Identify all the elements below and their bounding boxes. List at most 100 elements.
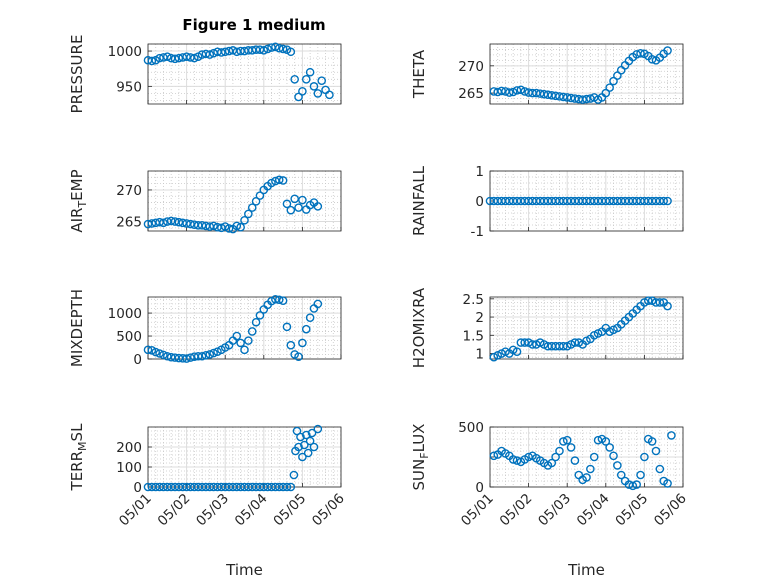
data-point [155,349,164,358]
y-axis-label: AIRTEMP [68,169,89,232]
data-point [632,480,641,489]
data-point [205,350,215,359]
subplot-air-temp: 265 270 AIRTEMP [68,169,342,234]
data-point [559,437,568,446]
data-point [647,54,657,64]
data-point [313,424,323,434]
data-point [547,458,557,468]
data-point [305,436,315,446]
data-point [298,195,307,205]
data-point [294,442,303,452]
data-point [651,446,661,456]
data-point [178,218,188,228]
y-tick-label: 2 [475,310,484,326]
data-point [286,47,296,57]
data-point [271,42,280,52]
data-point [309,442,319,452]
data-point [232,331,242,341]
data-point [667,431,676,440]
data-point [182,354,191,363]
data-point [570,456,580,465]
y-tick-label: 270 [458,59,484,75]
y-axis-label: PRESSURE [68,35,86,114]
data-point [605,83,614,92]
data-point [205,50,215,59]
data-point [508,87,518,97]
data-point [286,482,296,492]
data-point [240,215,249,225]
y-tick-label: 265 [458,86,484,102]
data-point [589,452,599,462]
data-point [298,338,307,348]
data-point [151,347,161,357]
data-point [520,338,530,347]
data-point [655,298,665,307]
data-point [170,54,180,64]
data-point [647,437,657,446]
data-point [504,88,514,97]
data-point [643,296,653,305]
y-tick-label: 0 [475,480,484,496]
data-point [570,338,580,347]
data-point [609,451,618,461]
y-tick-label: 0 [133,352,142,368]
data-point [251,197,261,206]
series-mixdepth [143,294,323,363]
subplot-pressure: 950 1000 PRESSURE [68,35,342,114]
data-point [271,294,280,304]
data-point [566,443,576,452]
data-point [166,216,176,226]
data-point [159,350,168,360]
data-point [143,219,153,229]
data-point [286,340,296,350]
data-point [247,203,257,212]
y-tick-label: 1000 [108,44,142,60]
data-point [528,340,537,349]
data-point [313,299,323,309]
data-point [508,455,518,464]
data-point [143,345,153,355]
data-point [186,219,195,229]
x-axis-label: Time [225,561,263,579]
axes-frame [147,43,342,105]
data-point [305,313,315,322]
data-point [605,443,614,452]
series-theta [489,46,672,104]
data-point [290,194,299,204]
data-point [317,76,327,86]
data-point [300,440,309,450]
data-point [162,351,172,361]
data-point [236,338,245,348]
axes-frame [147,170,342,232]
axes-frame [489,43,684,105]
axes-frame [489,296,684,360]
y-tick-label: 1000 [108,306,142,322]
series-air-temp [143,175,323,234]
data-point [512,347,522,357]
data-point [182,52,191,62]
data-point [263,44,272,54]
data-point [170,217,180,226]
subplot-h2omixra: 1 1.5 2 2.5 H2OMIXRA [410,287,684,368]
major-grid [489,297,684,359]
data-point [655,464,665,474]
y-axis-label: THETA [410,49,428,99]
data-point [278,44,288,54]
series-terr-msl [143,424,323,492]
data-point [313,202,323,211]
data-point [182,219,191,228]
data-point [305,67,315,77]
data-point [190,53,199,63]
data-point [155,53,164,63]
plot-area [148,44,341,104]
data-point [197,221,207,230]
data-point [147,56,157,66]
y-tick-label: 500 [458,420,484,436]
data-point [232,221,242,231]
data-point [559,341,568,351]
data-point [628,481,638,491]
y-tick-label: 1.5 [463,328,484,344]
data-point [162,52,172,62]
data-point [640,452,649,462]
